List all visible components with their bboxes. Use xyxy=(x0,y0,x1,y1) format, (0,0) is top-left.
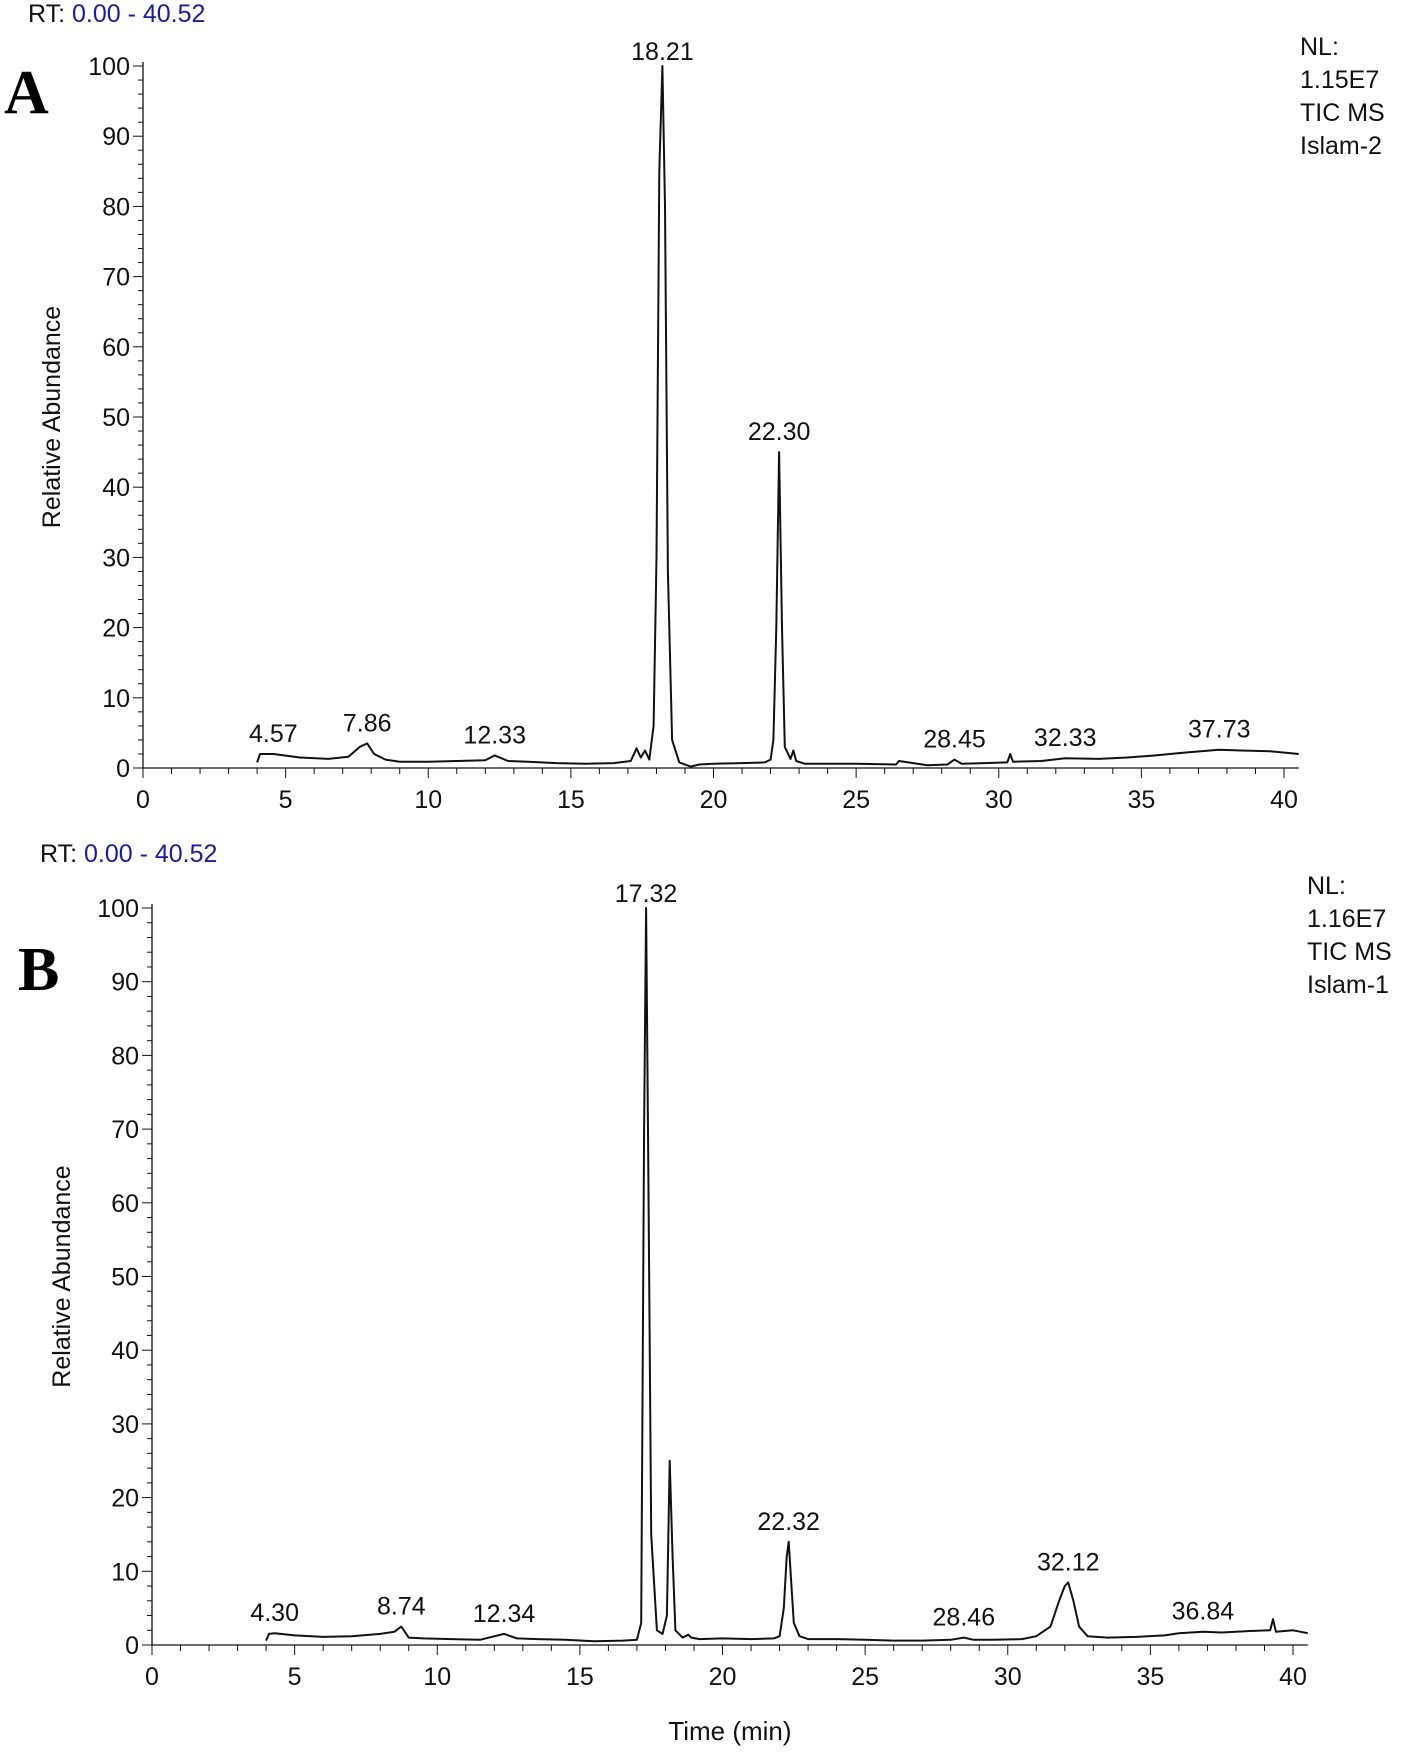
tic-trace-line xyxy=(256,65,1299,768)
y-tick-label: 0 xyxy=(116,755,130,783)
chart-panel-b: B RT: 0.00 - 40.52 NL: 1.16E7 TIC MS Islam-1 0… xyxy=(18,840,1392,1746)
y-tick-label: 100 xyxy=(97,895,139,923)
info-line: 1.15E7 xyxy=(1300,66,1379,94)
y-tick-label: 70 xyxy=(102,264,130,292)
y-tick-label: 80 xyxy=(102,193,130,221)
y-tick-label: 10 xyxy=(102,685,130,713)
x-tick-label: 30 xyxy=(985,786,1013,814)
peak-label: 12.34 xyxy=(473,1600,536,1628)
peak-label: 28.46 xyxy=(933,1604,996,1632)
y-tick-label: 90 xyxy=(102,123,130,151)
rt-prefix: RT: xyxy=(40,840,84,868)
y-tick-label: 50 xyxy=(111,1264,139,1292)
x-tick-label: 0 xyxy=(145,1663,159,1691)
rt-range-value: 0.00 - 40.52 xyxy=(84,840,217,868)
y-tick-label: 20 xyxy=(102,615,130,643)
info-line: TIC MS xyxy=(1300,99,1385,127)
x-tick-label: 15 xyxy=(557,786,585,814)
x-tick-label: 20 xyxy=(709,1663,737,1691)
peak-label: 17.32 xyxy=(615,880,678,908)
y-tick-label: 60 xyxy=(102,334,130,362)
x-tick-label: 5 xyxy=(279,786,293,814)
rt-range-header: RT: 0.00 - 40.52 xyxy=(40,840,217,868)
peak-label: 18.21 xyxy=(631,38,694,66)
y-tick-label: 80 xyxy=(111,1042,139,1070)
y-tick-label: 50 xyxy=(102,404,130,432)
rt-prefix: RT: xyxy=(28,0,72,28)
y-tick-label: 100 xyxy=(88,53,130,81)
rt-range-header: RT: 0.00 - 40.52 xyxy=(28,0,205,28)
x-tick-label: 25 xyxy=(842,786,870,814)
info-line: TIC MS xyxy=(1307,938,1392,966)
y-axis-label: Relative Abundance xyxy=(38,306,66,528)
y-axis-label: Relative Abundance xyxy=(48,1165,76,1387)
x-tick-label: 35 xyxy=(1136,1663,1164,1691)
x-tick-label: 5 xyxy=(288,1663,302,1691)
peak-label: 8.74 xyxy=(377,1593,426,1621)
x-axis-label: Time (min) xyxy=(668,1716,791,1746)
x-tick-label: 20 xyxy=(700,786,728,814)
chart-panel-a: A RT: 0.00 - 40.52 NL: 1.15E7 TIC MS Islam-2 0… xyxy=(4,0,1385,814)
peak-label: 7.86 xyxy=(343,709,392,737)
y-tick-label: 0 xyxy=(125,1632,139,1660)
panel-letter: B xyxy=(18,936,59,1004)
tic-trace-line xyxy=(265,907,1308,1643)
x-tick-label: 40 xyxy=(1279,1663,1307,1691)
info-line: Islam-2 xyxy=(1300,132,1382,160)
peak-label: 32.12 xyxy=(1037,1548,1100,1576)
peak-label: 12.33 xyxy=(463,721,526,749)
info-line: 1.16E7 xyxy=(1307,905,1386,933)
x-tick-label: 30 xyxy=(994,1663,1022,1691)
rt-range-value: 0.00 - 40.52 xyxy=(72,0,205,28)
x-tick-label: 40 xyxy=(1270,786,1298,814)
peak-label: 4.30 xyxy=(250,1599,299,1627)
y-tick-label: 90 xyxy=(111,969,139,997)
peak-label: 4.57 xyxy=(249,720,298,748)
y-tick-label: 20 xyxy=(111,1485,139,1513)
peak-label: 22.30 xyxy=(748,418,811,446)
x-tick-label: 25 xyxy=(851,1663,879,1691)
peak-label: 32.33 xyxy=(1034,724,1097,752)
info-line: Islam-1 xyxy=(1307,971,1389,999)
y-tick-label: 30 xyxy=(102,544,130,572)
y-tick-label: 10 xyxy=(111,1558,139,1586)
panel-letter: A xyxy=(4,59,49,127)
y-tick-label: 60 xyxy=(111,1190,139,1218)
y-tick-label: 70 xyxy=(111,1116,139,1144)
x-tick-label: 10 xyxy=(414,786,442,814)
peak-label: 36.84 xyxy=(1172,1598,1235,1626)
info-line: NL: xyxy=(1307,872,1346,900)
y-tick-label: 30 xyxy=(111,1411,139,1439)
x-tick-label: 0 xyxy=(136,786,150,814)
peak-label: 28.45 xyxy=(923,726,986,754)
x-tick-label: 10 xyxy=(423,1663,451,1691)
peak-label: 22.32 xyxy=(757,1508,820,1536)
peak-label: 37.73 xyxy=(1188,716,1251,744)
x-tick-label: 15 xyxy=(566,1663,594,1691)
y-tick-label: 40 xyxy=(111,1337,139,1365)
x-tick-label: 35 xyxy=(1127,786,1155,814)
info-line: NL: xyxy=(1300,33,1339,61)
y-tick-label: 40 xyxy=(102,474,130,502)
